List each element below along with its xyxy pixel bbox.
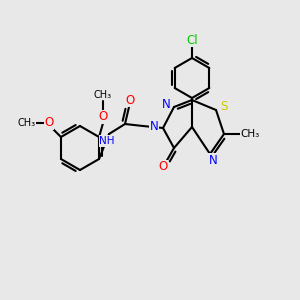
Text: CH₃: CH₃ [240,129,260,139]
Text: N: N [208,154,217,166]
Text: O: O [158,160,168,173]
Text: NH: NH [99,136,115,146]
Text: CH₃: CH₃ [18,118,36,128]
Text: O: O [125,94,135,106]
Text: O: O [44,116,54,130]
Text: O: O [98,110,108,124]
Text: S: S [220,100,228,112]
Text: N: N [150,121,158,134]
Text: CH₃: CH₃ [94,90,112,100]
Text: Cl: Cl [186,34,198,46]
Text: N: N [162,98,170,110]
